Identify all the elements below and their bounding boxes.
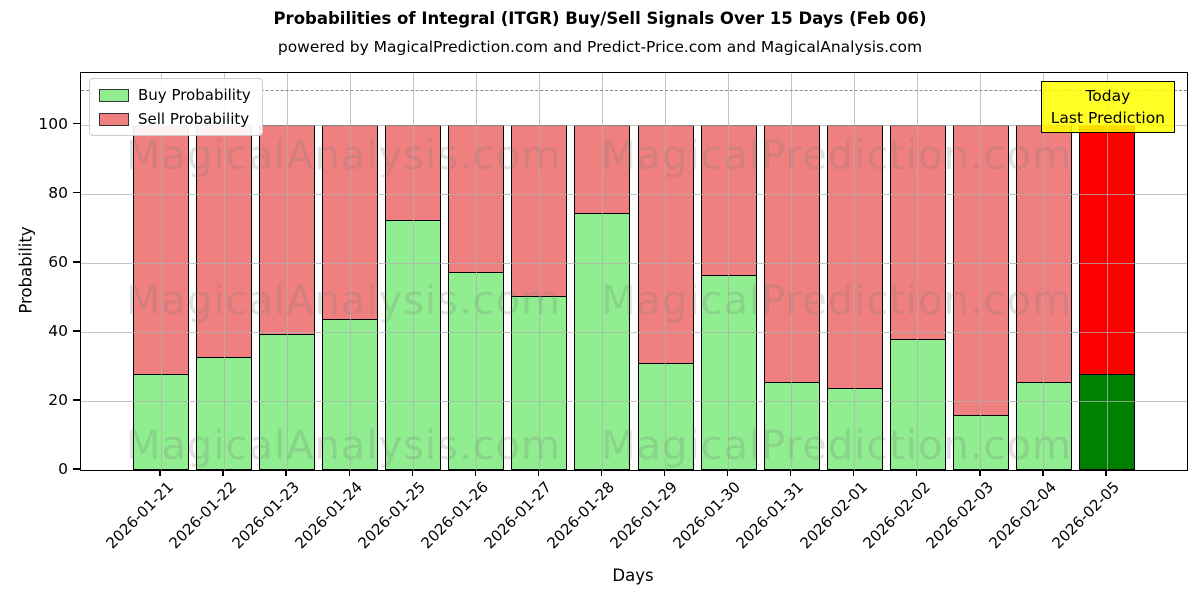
vertical-gridline — [1043, 73, 1045, 470]
x-tick-mark — [853, 470, 855, 477]
chart-subtitle: powered by MagicalPrediction.com and Pre… — [277, 38, 923, 56]
horizontal-gridline — [81, 331, 1187, 333]
vertical-gridline — [223, 73, 225, 470]
y-tick-mark — [73, 192, 80, 194]
vertical-gridline — [665, 73, 667, 470]
x-tick-mark — [1105, 470, 1107, 477]
buy-swatch-icon — [99, 88, 129, 102]
sell-swatch-icon — [99, 112, 129, 126]
vertical-gridline — [917, 73, 919, 470]
legend-label-sell: Sell Probability — [138, 110, 250, 128]
x-tick-mark — [285, 470, 287, 477]
today-annotation-line1: Today — [1085, 87, 1131, 105]
x-tick-label: 2026-01-26 — [417, 478, 493, 553]
horizontal-gridline — [81, 262, 1187, 264]
y-tick-label: 40 — [48, 321, 68, 340]
legend-label-buy: Buy Probability — [138, 86, 251, 104]
vertical-gridline — [349, 73, 351, 470]
x-tick-mark — [726, 470, 729, 477]
x-tick-mark — [790, 470, 792, 477]
x-tick-mark — [222, 470, 224, 477]
horizontal-gridline — [81, 193, 1187, 195]
today-annotation: Today Last Prediction — [1040, 81, 1175, 133]
x-tick-label: 2026-01-29 — [606, 478, 682, 553]
x-tick-label: 2026-01-27 — [480, 478, 556, 553]
vertical-gridline — [854, 73, 856, 470]
legend: Buy Probability Sell Probability — [89, 78, 263, 136]
x-tick-mark — [411, 470, 413, 477]
x-tick-label: 2026-01-28 — [543, 478, 619, 553]
x-tick-label: 2026-01-21 — [102, 478, 177, 553]
y-tick-label: 60 — [48, 252, 68, 271]
watermark-text: MagicalPrediction.com — [601, 133, 1072, 179]
y-tick-mark — [73, 399, 80, 401]
horizontal-gridline — [81, 124, 1187, 126]
x-tick-label: 2026-01-23 — [228, 478, 303, 553]
x-axis-title: Days — [612, 566, 654, 585]
x-tick-mark — [979, 470, 981, 477]
y-tick-mark — [73, 261, 80, 263]
y-axis-title: Probability — [16, 226, 36, 314]
vertical-gridline — [728, 73, 730, 470]
x-tick-mark — [600, 470, 603, 477]
threshold-dashed-line — [81, 90, 1187, 92]
watermark-text: MagicalAnalysis.com — [126, 278, 562, 324]
vertical-gridline — [791, 73, 793, 470]
x-tick-label: 2026-01-24 — [291, 478, 366, 553]
x-tick-mark — [663, 470, 666, 477]
vertical-gridline — [1106, 73, 1108, 470]
x-tick-label: 2026-02-03 — [922, 478, 997, 553]
vertical-gridline — [980, 73, 982, 470]
x-tick-label: 2026-01-31 — [733, 478, 808, 553]
legend-item-buy: Buy Probability — [99, 86, 251, 104]
x-tick-mark — [474, 470, 476, 477]
y-tick-mark — [73, 123, 80, 125]
x-tick-label: 2026-02-01 — [796, 478, 871, 553]
x-tick-mark — [159, 470, 161, 477]
today-annotation-line2: Last Prediction — [1050, 109, 1165, 127]
x-tick-mark — [348, 470, 350, 477]
y-tick-label: 0 — [58, 460, 68, 478]
x-tick-label: 2026-02-04 — [985, 478, 1060, 553]
y-tick-mark — [73, 468, 80, 470]
x-tick-mark — [916, 470, 918, 477]
watermark-text: MagicalPrediction.com — [601, 278, 1072, 324]
x-tick-mark — [1042, 470, 1044, 477]
vertical-gridline — [412, 73, 414, 470]
x-tick-label: 2026-01-22 — [165, 478, 240, 553]
y-tick-mark — [73, 330, 80, 332]
vertical-gridline — [286, 73, 288, 470]
watermark-text: MagicalAnalysis.com — [126, 423, 562, 469]
y-tick-label: 80 — [48, 183, 68, 202]
watermark-text: MagicalAnalysis.com — [126, 133, 562, 179]
legend-item-sell: Sell Probability — [99, 110, 251, 128]
x-tick-mark — [537, 470, 540, 477]
vertical-gridline — [601, 73, 603, 470]
plot-area: Buy Probability Sell Probability Today L… — [80, 72, 1188, 471]
vertical-gridline — [160, 73, 162, 470]
x-tick-label: 2026-02-05 — [1048, 478, 1123, 553]
y-tick-label: 100 — [38, 114, 68, 133]
y-tick-label: 20 — [48, 390, 68, 409]
chart-title: Probabilities of Integral (ITGR) Buy/Sel… — [273, 9, 927, 28]
vertical-gridline — [538, 73, 540, 470]
horizontal-gridline — [81, 400, 1187, 402]
vertical-gridline — [475, 73, 477, 470]
watermark-text: MagicalPrediction.com — [601, 423, 1072, 469]
x-tick-label: 2026-01-25 — [354, 478, 429, 553]
